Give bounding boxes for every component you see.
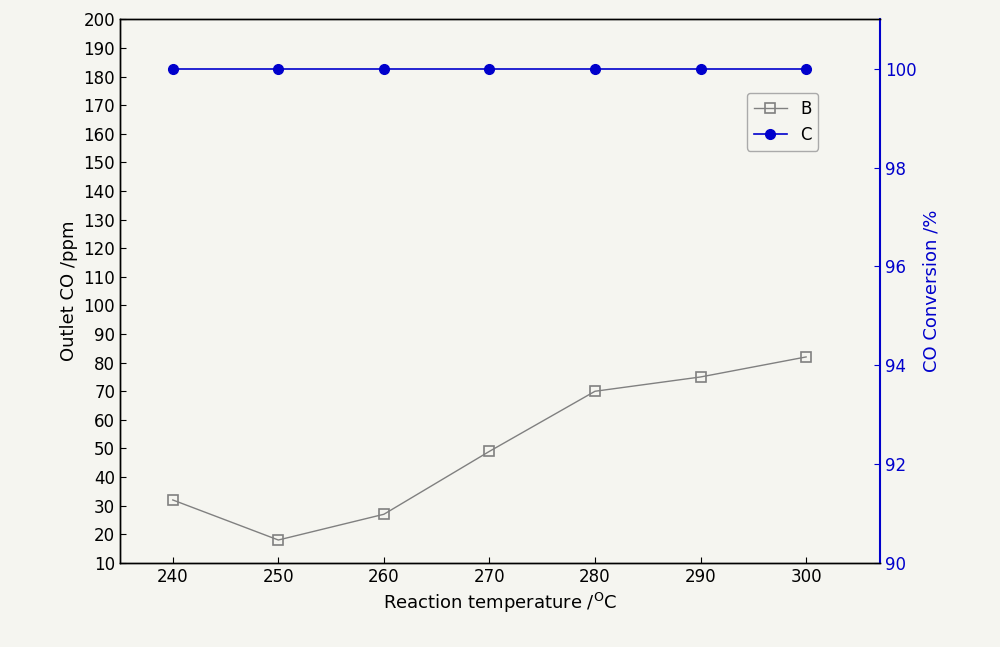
X-axis label: Reaction temperature /$\mathregular{^O}$C: Reaction temperature /$\mathregular{^O}$… <box>383 591 617 615</box>
B <box>167 496 179 504</box>
B <box>272 536 284 544</box>
B <box>378 510 390 518</box>
Legend: B, C: B, C <box>747 93 818 151</box>
Y-axis label: CO Conversion /%: CO Conversion /% <box>922 210 940 372</box>
B <box>695 373 707 381</box>
B <box>800 353 812 361</box>
C <box>589 65 601 72</box>
Line: C: C <box>168 64 811 74</box>
C <box>272 65 284 72</box>
C <box>483 65 495 72</box>
Y-axis label: Outlet CO /ppm: Outlet CO /ppm <box>60 221 78 362</box>
C <box>695 65 707 72</box>
C <box>378 65 390 72</box>
C <box>800 65 812 72</box>
Line: B: B <box>168 352 811 545</box>
B <box>589 388 601 395</box>
B <box>483 448 495 455</box>
C <box>167 65 179 72</box>
